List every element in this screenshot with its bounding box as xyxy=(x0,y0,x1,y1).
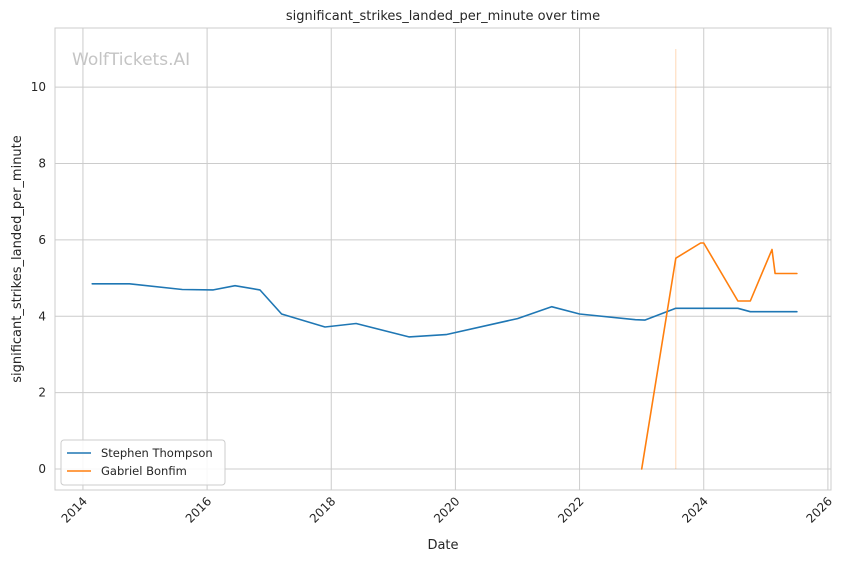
y-tick-label: 6 xyxy=(38,233,46,247)
grid-lines xyxy=(55,28,831,490)
x-tick-label: 2014 xyxy=(59,494,90,525)
x-tick-label: 2022 xyxy=(555,494,586,525)
y-tick-label: 4 xyxy=(38,309,46,323)
y-tick-label: 10 xyxy=(31,80,46,94)
y-tick-label: 0 xyxy=(38,462,46,476)
x-tick-label: 2024 xyxy=(679,494,710,525)
y-axis-title: significant_strikes_landed_per_minute xyxy=(10,135,25,383)
series-line-0 xyxy=(91,282,798,338)
legend-label: Gabriel Bonfim xyxy=(101,464,187,478)
series-lines xyxy=(91,49,798,470)
y-tick-label: 2 xyxy=(38,386,46,400)
series-line-1 xyxy=(640,242,798,470)
x-axis-ticks: 2014 2016 2018 2020 2022 2024 2026 xyxy=(59,494,835,525)
plot-area xyxy=(54,27,832,491)
watermark-text: WolfTickets.AI xyxy=(72,50,190,70)
x-tick-label: 2026 xyxy=(804,494,835,525)
x-tick-label: 2020 xyxy=(431,494,462,525)
x-tick-label: 2018 xyxy=(307,494,338,525)
legend-label: Stephen Thompson xyxy=(101,446,213,460)
chart-title: significant_strikes_landed_per_minute ov… xyxy=(286,9,600,24)
x-tick-label: 2016 xyxy=(183,494,214,525)
legend: Stephen Thompson Gabriel Bonfim xyxy=(60,439,226,486)
x-axis-title: Date xyxy=(427,538,458,553)
y-tick-label: 8 xyxy=(38,157,46,171)
legend-box xyxy=(60,439,226,486)
y-axis-ticks: 0 2 4 6 8 10 xyxy=(31,80,46,476)
